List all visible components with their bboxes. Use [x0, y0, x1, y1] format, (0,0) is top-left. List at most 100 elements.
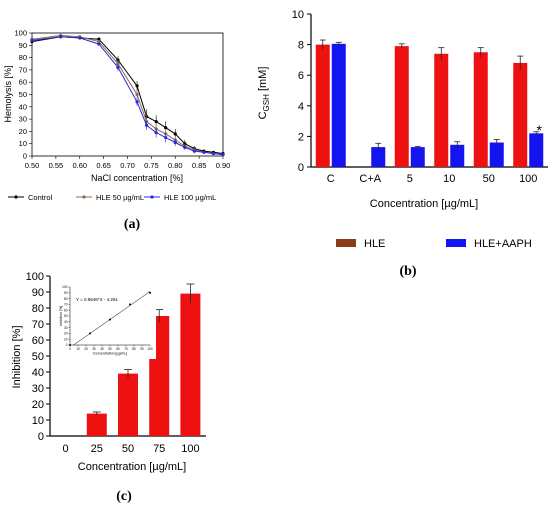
panel-c-inset-y-tick-label: 30 [64, 326, 68, 330]
panel-c-inset-point [69, 344, 71, 346]
panel-b-x-tick-label: C+A [359, 173, 381, 185]
panel-a-x-tick-label: 0.50 [25, 161, 40, 170]
panel-a-data-point [154, 119, 158, 124]
panel-a-label: (a) [124, 217, 141, 232]
panel-c-x-tick-label: 75 [153, 443, 165, 455]
panel-c-inset-fit-line [73, 291, 151, 346]
panel-b-ylabel: CGSH [mM] [257, 67, 271, 120]
panel-a-data-point [97, 42, 101, 46]
panel-a-y-tick-label: 50 [19, 90, 27, 99]
panel-c-inset-y-tick-label: 60 [64, 308, 68, 312]
panel-a-legend-label: HLE 100 µg/mL [164, 193, 216, 202]
panel-c-inset-x-tick-label: 60 [116, 347, 120, 351]
panel-a-data-point [221, 153, 225, 157]
panel-c-xlabel: Concentration [µg/mL] [78, 461, 186, 473]
panel-c-label: (c) [116, 489, 132, 504]
panel-b-bar [371, 147, 386, 167]
panel-b-legend-swatch [336, 239, 356, 247]
panel-c-inset-y-tick-label: 80 [64, 297, 68, 301]
panel-b-bar [489, 142, 504, 167]
panel-b-bar [450, 144, 465, 167]
panel-c-inset-point [129, 303, 131, 306]
panel-b-bar [394, 46, 409, 167]
panel-a-x-tick-label: 0.60 [72, 161, 87, 170]
panel-b: CGSH [mM] Concentration [µg/mL] HLE HLE+A… [257, 67, 532, 279]
panel-a-series-line [31, 36, 224, 154]
panel-b-bar [529, 133, 544, 167]
panel-a-y-tick-label: 80 [19, 53, 27, 62]
panel-c-ylabel: Inhibition [%] [11, 326, 23, 389]
panel-b-ylabel-unit: [mM] [257, 67, 269, 95]
panel-c-inset-y-tick-label: 70 [64, 303, 68, 307]
panel-c-y-tick-label: 0 [38, 431, 44, 443]
panel-a-legend-label: Control [28, 193, 53, 202]
panel-c-bar [180, 293, 201, 436]
panel-c-bar [86, 413, 107, 436]
panel-a-data-point [183, 142, 187, 146]
panel-c-y-tick-label: 20 [32, 399, 44, 411]
panel-a-y-tick-label: 0 [23, 152, 27, 161]
panel-b-x-tick-label: 10 [443, 173, 455, 185]
panel-b-label: (b) [399, 264, 416, 279]
panel-c-inset-y-tick-label: 100 [62, 285, 68, 289]
panel-c-inset-y-tick-label: 90 [64, 291, 68, 295]
panel-c-x-tick-label: 100 [181, 443, 199, 455]
panel-b-plot: 0 2 4 6 8 10 C C+A 5 10 50 100 * [292, 9, 548, 185]
panel-b-legend: HLE HLE+AAPH [336, 238, 532, 250]
panel-a-data-point [145, 123, 149, 127]
panel-b-bar [434, 53, 449, 167]
panel-a-series-line [31, 34, 224, 156]
panel-a-data-point [164, 126, 168, 130]
panel-b-x-tick-label: 100 [519, 173, 537, 185]
panel-c-y-tick-label: 60 [32, 335, 44, 347]
panel-a-data-point [154, 131, 158, 135]
panel-c-inset-x-tick-label: 20 [84, 347, 88, 351]
panel-a-series [30, 35, 225, 156]
panel-b-y-tick-label: 6 [298, 70, 304, 82]
panel-c-inset-x-tick-label: 70 [124, 347, 128, 351]
panel-c-inset-x-tick-label: 80 [132, 347, 136, 351]
panel-a-y-tick-label: 70 [19, 65, 27, 74]
panel-b-bar [513, 62, 528, 167]
panel-c-x-tick-label: 50 [122, 443, 134, 455]
panel-a-y-tick-label: 40 [19, 102, 27, 111]
panel-c-inset-x-tick-label: 100 [147, 347, 153, 351]
panel-c-x-tick-label: 25 [91, 443, 103, 455]
panel-c-inset-x-tick-label: 40 [100, 347, 104, 351]
panel-b-y-tick-label: 10 [292, 9, 304, 21]
panel-a-xlabel: NaCl concentration [%] [91, 173, 183, 183]
panel-a-x-tick-label: 0.80 [168, 161, 183, 170]
panel-c-inset-y-tick-label: 0 [66, 343, 68, 347]
panel-c-bar [118, 373, 138, 436]
panel-a-y-tick-label: 10 [19, 139, 27, 148]
panel-a-data-point [78, 36, 82, 40]
panel-b-bar [315, 44, 330, 167]
panel-c-y-tick-label: 90 [32, 287, 44, 299]
panel-c: Inhibition [%] Concentration [µg/mL] (c) [11, 326, 186, 504]
panel-a-data-point [164, 135, 168, 140]
panel-a-series [30, 35, 225, 157]
panel-a-data-point [202, 150, 206, 154]
panel-b-y-tick-label: 0 [298, 162, 304, 174]
panel-b-legend-swatch [446, 239, 466, 247]
panel-b-x-tick-label: C [327, 173, 335, 185]
panel-a-data-point [211, 151, 216, 156]
panel-a-y-tick-label: 100 [14, 29, 27, 38]
panel-c-inset-x-tick-label: 30 [92, 347, 96, 351]
panel-c-inset-x-tick-label: 90 [140, 347, 144, 351]
panel-c-inset-x-tick-label: 10 [76, 347, 80, 351]
panel-c-inset-point [89, 332, 91, 335]
panel-c-inset-xlabel: Concentration [µg/mL] [93, 352, 128, 356]
panel-a-data-point [30, 38, 34, 42]
panel-b-xlabel: Concentration [µg/mL] [370, 198, 478, 210]
panel-b-legend-label: HLE+AAPH [474, 238, 532, 250]
panel-c-inset-point [149, 291, 151, 294]
panel-c-inset-x-tick-label: 0 [69, 347, 71, 351]
panel-a-data-point [97, 40, 101, 44]
panel-a-series-line [31, 36, 224, 156]
panel-a-data-point [135, 92, 139, 97]
panel-a: Hemolysis [%] NaCl concentration [%] Con… [3, 65, 216, 232]
panel-b-bar [410, 147, 425, 167]
